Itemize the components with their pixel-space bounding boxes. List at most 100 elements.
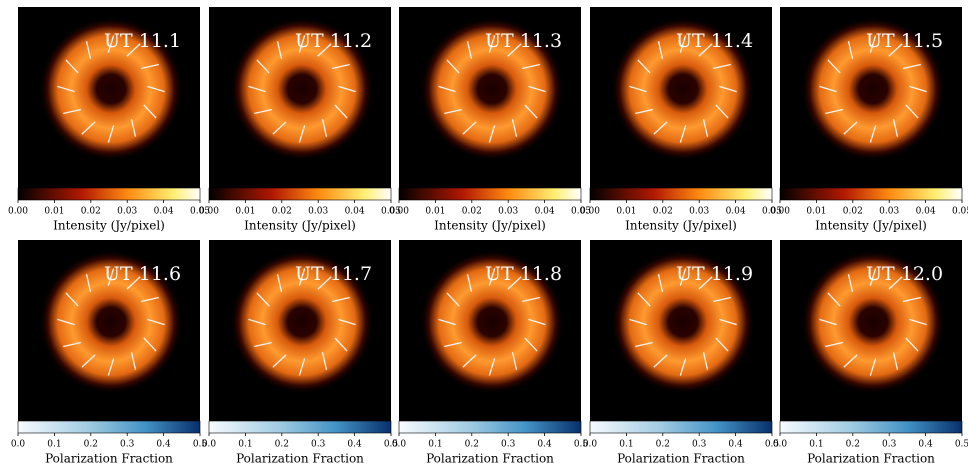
polarization-vector	[869, 268, 877, 286]
colorbar-tick-label: 0.03	[879, 207, 899, 217]
colorbar	[589, 420, 773, 434]
polarization-vector	[143, 337, 157, 352]
panel: UT 11.6 0.0 0.1 0.2 0.3 0.4 0.5 Polarization Fr…	[11, 240, 208, 466]
polarization-vector	[698, 43, 713, 57]
polarization-vector	[657, 41, 664, 59]
polarization-vector	[702, 119, 709, 137]
colorbar-tick-label: 0.5	[193, 440, 208, 450]
colorbar-tick-label: 0.1	[428, 440, 442, 450]
disk-image	[420, 17, 564, 161]
panel-title: UT 12.0	[866, 263, 943, 285]
polarization-vector	[338, 85, 356, 93]
colorbar	[398, 420, 582, 434]
colorbar-label: Intensity (Jy/pixel)	[53, 219, 165, 233]
polarization-vector	[507, 276, 522, 290]
polarization-vector	[653, 354, 668, 368]
polarization-vector	[715, 104, 729, 119]
colorbar-tick-label: 0.3	[882, 440, 897, 450]
colorbar	[208, 187, 392, 201]
colorbar-tick-label: 0.4	[918, 440, 933, 450]
panel-title: UT 11.4	[676, 30, 753, 52]
polarization-vector	[81, 354, 96, 368]
polarization-vector	[65, 292, 79, 307]
panel-title: UT 11.6	[104, 263, 181, 285]
disk-image	[611, 250, 755, 394]
colorbar-tick-label: 0.3	[692, 440, 707, 450]
polarization-vector	[63, 108, 81, 115]
polarization-vector	[130, 119, 137, 137]
polarization-vector	[698, 276, 713, 290]
polarization-vector	[511, 119, 518, 137]
polarization-vector	[702, 352, 709, 370]
polarization-vector	[713, 63, 731, 70]
panel: UT 11.7 0.0 0.1 0.2 0.3 0.4 0.5 Polarization Fr…	[202, 240, 398, 466]
polarization-vector	[446, 59, 460, 74]
colorbar-tick-label: 0.05	[952, 207, 968, 217]
colorbar-tick-label: 0.03	[308, 207, 328, 217]
polarization-vector	[272, 354, 287, 368]
polarization-vector	[126, 276, 141, 290]
polarization-vector	[905, 337, 919, 352]
colorbar-tick-label: 0.0	[392, 440, 407, 450]
colorbar-tick-label: 0.00	[199, 207, 219, 217]
polarization-vector	[298, 125, 306, 143]
panel: UT 11.1 0.00 0.01 0.02 0.03 0.04 0.05 Intensity…	[8, 7, 210, 233]
colorbar-label: Intensity (Jy/pixel)	[434, 219, 546, 233]
disk-image	[420, 250, 564, 394]
polarization-vector	[629, 318, 647, 326]
colorbar-tick-label: 0.1	[619, 440, 633, 450]
panel-title: UT 11.8	[485, 263, 562, 285]
colorbar-tick-label: 0.00	[770, 207, 790, 217]
polarization-vector	[444, 341, 462, 348]
panel-title: UT 11.5	[866, 30, 943, 52]
polarization-vector	[298, 35, 306, 53]
panel: UT 11.2 0.00 0.01 0.02 0.03 0.04 0.05 Intensity…	[199, 7, 401, 233]
polarization-vector	[888, 43, 903, 57]
colorbar-tick-label: 0.1	[238, 440, 252, 450]
colorbar-tick-label: 0.2	[465, 440, 479, 450]
polarization-vector	[635, 341, 653, 348]
polarization-vector	[511, 352, 518, 370]
polarization-vector	[107, 35, 115, 53]
polarization-vector	[332, 63, 350, 70]
colorbar-tick-label: 0.05	[190, 207, 210, 217]
polarization-vector	[903, 63, 921, 70]
colorbar-tick-label: 0.3	[311, 440, 326, 450]
polarization-vector	[488, 358, 496, 376]
polarization-vector	[827, 59, 841, 74]
polarization-vector	[637, 292, 651, 307]
colorbar-tick-label: 0.1	[809, 440, 823, 450]
colorbar-label: Polarization Fraction	[236, 452, 364, 466]
colorbar-tick-label: 0.2	[275, 440, 289, 450]
colorbar-tick-label: 0.0	[202, 440, 217, 450]
polarization-vector	[466, 274, 473, 292]
colorbar-label: Intensity (Jy/pixel)	[244, 219, 356, 233]
polarization-vector	[254, 108, 272, 115]
polarization-vector	[57, 318, 75, 326]
polarization-vector	[338, 318, 356, 326]
colorbar-tick-label: 0.04	[916, 207, 936, 217]
polarization-vector	[63, 341, 81, 348]
polarization-vector	[298, 268, 306, 286]
polarization-vector	[869, 35, 877, 53]
colorbar-tick-label: 0.01	[616, 207, 636, 217]
polarization-vector	[141, 63, 159, 70]
polarization-vector	[272, 121, 287, 135]
polarization-vector	[446, 292, 460, 307]
colorbar	[208, 420, 392, 434]
polarization-vector	[629, 85, 647, 93]
polarization-vector	[248, 85, 266, 93]
disk-image	[230, 17, 374, 161]
colorbar-label: Polarization Fraction	[45, 452, 173, 466]
polarization-vector	[719, 85, 737, 93]
polarization-vector	[332, 296, 350, 303]
polarization-vector	[905, 104, 919, 119]
polarization-vector	[719, 318, 737, 326]
polarization-vector	[679, 125, 687, 143]
colorbar	[17, 187, 201, 201]
colorbar-tick-label: 0.5	[955, 440, 968, 450]
polarization-vector	[143, 104, 157, 119]
polarization-vector	[254, 341, 272, 348]
polarization-vector	[819, 85, 837, 93]
